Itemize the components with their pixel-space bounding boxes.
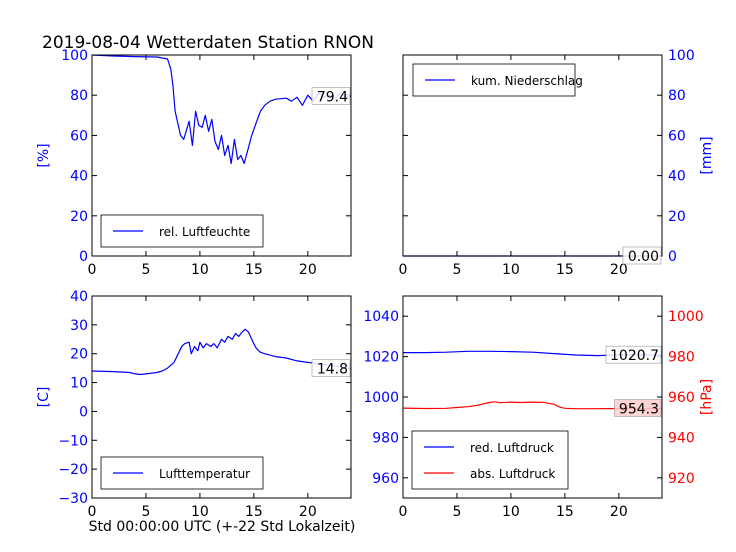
legend-entry: kum. Niederschlag bbox=[471, 74, 583, 88]
axes-frame bbox=[402, 295, 663, 499]
panel-bottom-left: 0 5 10 15 20 −30 −20 −10 0 10 20 30 40 [C] 14.8 Lufttem… bbox=[36, 289, 352, 520]
x-tick-label: 5 bbox=[452, 262, 461, 278]
last-value-left-label-box bbox=[605, 345, 662, 364]
y-tick-label: 20 bbox=[70, 209, 88, 225]
x-tick-label: 0 bbox=[399, 262, 408, 278]
x-tick-label: 5 bbox=[141, 504, 150, 520]
x-tick-label: 20 bbox=[610, 504, 628, 520]
last-value-label-box bbox=[622, 246, 662, 265]
last-value-label-box bbox=[311, 87, 351, 105]
x-tick-label: 10 bbox=[502, 262, 520, 278]
legend: kum. Niederschlag bbox=[412, 63, 583, 97]
y-axis-label: [hPa] bbox=[699, 379, 715, 415]
series-line bbox=[91, 328, 352, 376]
legend-entry: abs. Luftdruck bbox=[470, 467, 555, 481]
legend-frame bbox=[411, 430, 569, 490]
y-tick-label: 100 bbox=[61, 48, 88, 64]
y-tick-label: 80 bbox=[70, 88, 88, 104]
y-tick-label: 0 bbox=[668, 249, 677, 265]
y-tick-label: 30 bbox=[70, 318, 88, 334]
y-tick-label-right: 1000 bbox=[668, 309, 704, 325]
x-tick-label: 15 bbox=[245, 262, 263, 278]
y-tick-label: −20 bbox=[58, 462, 88, 478]
x-axis-label: Std 00:00:00 UTC (+-22 Std Lokalzeit) bbox=[89, 519, 356, 535]
series-line bbox=[91, 54, 352, 165]
y-tick-label: 20 bbox=[70, 347, 88, 363]
y-tick-label: 1000 bbox=[363, 390, 399, 406]
last-value-right-label-box bbox=[614, 399, 662, 417]
legend: Lufttemperatur bbox=[100, 456, 264, 490]
last-value-left-label: 1020.7 bbox=[610, 348, 659, 364]
y-tick-label-right: 960 bbox=[668, 390, 695, 406]
y-tick-label: 1040 bbox=[363, 309, 399, 325]
x-tick-label: 15 bbox=[556, 504, 574, 520]
axes-frame bbox=[91, 54, 352, 257]
y-tick-label: 960 bbox=[372, 471, 399, 487]
last-value-label: 79.4 bbox=[317, 89, 348, 105]
y-axis-label: [C] bbox=[36, 387, 52, 408]
chart-title: 2019-08-04 Wetterdaten Station RNON bbox=[42, 33, 374, 53]
y-tick-label: 60 bbox=[668, 128, 686, 144]
x-tick-label: 20 bbox=[299, 262, 317, 278]
y-tick-label: 10 bbox=[70, 376, 88, 392]
last-value-label: 14.8 bbox=[317, 362, 348, 378]
x-tick-label: 10 bbox=[191, 504, 209, 520]
panel-top-right: 0 5 10 15 20 0 20 40 60 80 100 [mm] 0.00 kum. Nieders… bbox=[399, 48, 715, 278]
y-axis-label: [%] bbox=[36, 143, 52, 167]
legend-entry: red. Luftdruck bbox=[470, 441, 554, 455]
x-tick-label: 15 bbox=[556, 262, 574, 278]
y-tick-label: 1020 bbox=[363, 350, 399, 366]
last-value-label: 0.00 bbox=[628, 249, 659, 265]
last-value-label-box bbox=[311, 359, 351, 378]
y-tick-label: 980 bbox=[372, 430, 399, 446]
y-tick-label: 40 bbox=[70, 289, 88, 305]
axes-frame bbox=[402, 54, 663, 257]
y-tick-label: 0 bbox=[79, 249, 88, 265]
panel-bottom-right: 0 5 10 15 20 960 980 1000 1020 1040 920 940 960 980 10… bbox=[363, 295, 715, 520]
panel-top-left: 0 5 10 15 20 0 20 40 60 80 100 [%] 79.4 rel. Luftfeuc… bbox=[36, 48, 352, 278]
x-tick-label: 0 bbox=[88, 504, 97, 520]
x-tick-label: 0 bbox=[88, 262, 97, 278]
x-tick-label: 5 bbox=[141, 262, 150, 278]
x-tick-label: 20 bbox=[299, 504, 317, 520]
series-line bbox=[402, 401, 663, 410]
y-axis-label: [mm] bbox=[699, 136, 715, 174]
y-tick-label: 40 bbox=[668, 169, 686, 185]
y-tick-label-right: 980 bbox=[668, 350, 695, 366]
axes-frame bbox=[91, 295, 352, 499]
x-tick-label: 0 bbox=[399, 504, 408, 520]
legend: rel. Luftfeuchte bbox=[100, 214, 264, 248]
y-tick-label: 100 bbox=[668, 48, 695, 64]
x-tick-label: 10 bbox=[191, 262, 209, 278]
y-tick-label: −10 bbox=[58, 433, 88, 449]
x-tick-label: 20 bbox=[610, 262, 628, 278]
x-tick-label: 10 bbox=[502, 504, 520, 520]
y-tick-label: 80 bbox=[668, 88, 686, 104]
y-tick-label: −30 bbox=[58, 491, 88, 507]
y-tick-label: 20 bbox=[668, 209, 686, 225]
x-tick-label: 15 bbox=[245, 504, 263, 520]
y-tick-label: 40 bbox=[70, 169, 88, 185]
y-tick-label: 0 bbox=[79, 404, 88, 420]
y-tick-label-right: 940 bbox=[668, 430, 695, 446]
x-tick-label: 5 bbox=[452, 504, 461, 520]
y-tick-label-right: 920 bbox=[668, 471, 695, 487]
legend-entry: Lufttemperatur bbox=[159, 467, 250, 481]
last-value-right-label: 954.3 bbox=[619, 402, 659, 418]
y-tick-label: 60 bbox=[70, 128, 88, 144]
legend-entry: rel. Luftfeuchte bbox=[159, 225, 250, 239]
legend: red. Luftdruck abs. Luftdruck bbox=[411, 430, 569, 490]
